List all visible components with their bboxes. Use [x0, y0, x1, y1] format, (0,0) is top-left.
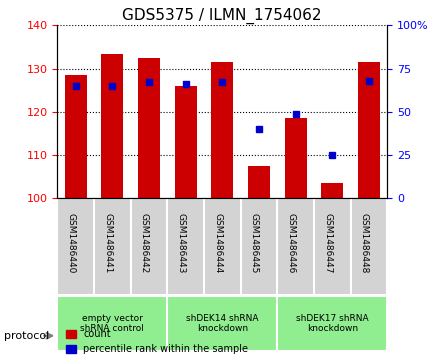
Bar — [321, 183, 343, 198]
Text: GSM1486447: GSM1486447 — [323, 213, 332, 273]
Legend: count, percentile rank within the sample: count, percentile rank within the sample — [62, 326, 252, 358]
Bar — [285, 118, 307, 198]
Text: GSM1486444: GSM1486444 — [213, 213, 222, 273]
Bar — [101, 53, 123, 198]
FancyBboxPatch shape — [277, 295, 387, 351]
Text: GSM1486445: GSM1486445 — [250, 213, 259, 273]
Text: GSM1486441: GSM1486441 — [103, 213, 112, 273]
Bar — [248, 166, 270, 198]
Bar — [175, 86, 197, 198]
Text: GSM1486446: GSM1486446 — [286, 213, 296, 273]
Title: GDS5375 / ILMN_1754062: GDS5375 / ILMN_1754062 — [122, 8, 322, 24]
FancyBboxPatch shape — [167, 295, 277, 351]
Text: GSM1486440: GSM1486440 — [66, 213, 76, 273]
Bar — [358, 62, 380, 198]
Text: GSM1486442: GSM1486442 — [140, 213, 149, 273]
Text: protocol: protocol — [4, 331, 50, 341]
Text: GSM1486443: GSM1486443 — [176, 213, 186, 273]
Bar — [65, 75, 87, 198]
Text: shDEK14 shRNA
knockdown: shDEK14 shRNA knockdown — [186, 314, 258, 333]
Bar — [211, 62, 233, 198]
Bar — [138, 58, 160, 198]
Text: GSM1486448: GSM1486448 — [360, 213, 369, 273]
FancyBboxPatch shape — [57, 295, 167, 351]
Text: empty vector
shRNA control: empty vector shRNA control — [80, 314, 144, 333]
Text: shDEK17 shRNA
knockdown: shDEK17 shRNA knockdown — [296, 314, 369, 333]
